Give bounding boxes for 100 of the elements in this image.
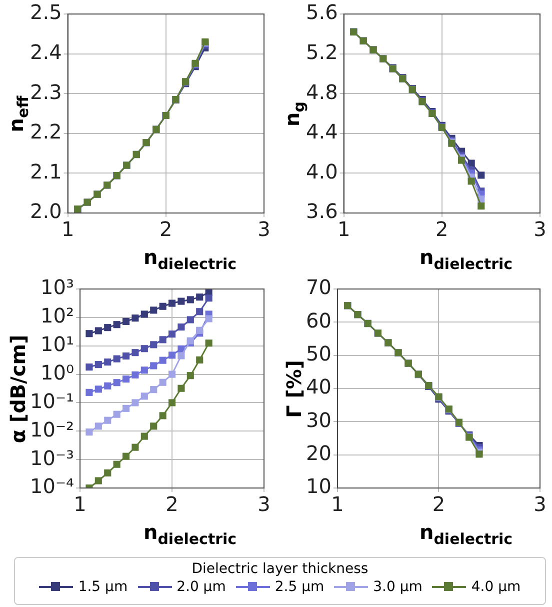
point: [122, 404, 130, 412]
point: [140, 310, 148, 318]
y-axis-title: α [dB/cm]: [6, 334, 30, 444]
point: [186, 337, 194, 344]
legend-label: 1.5 μm: [78, 579, 128, 595]
y-tick-label: 4.4: [306, 120, 338, 144]
x-axis-title: n$_{dielectric}$: [418, 245, 514, 273]
y-tick-label: 2.4: [30, 40, 62, 64]
point: [122, 352, 130, 360]
y-tick-label: 10²: [40, 304, 74, 328]
y-tick-label: 10⁻³: [30, 446, 74, 470]
point: [168, 330, 176, 338]
y-tick-label: 30: [306, 408, 332, 432]
point: [94, 327, 102, 334]
point: [113, 355, 120, 362]
point: [196, 308, 204, 316]
point: [122, 318, 130, 326]
x-tick-label: 1: [61, 217, 74, 242]
y-tick-label: 2.0: [30, 199, 62, 224]
point: [94, 422, 102, 430]
point: [196, 356, 204, 364]
point: [150, 341, 158, 348]
point: [168, 352, 176, 359]
y-tick-label: 5.2: [306, 40, 338, 64]
y-tick-label: 5.6: [306, 0, 338, 24]
point: [104, 324, 112, 332]
y-tick-label: 10³: [40, 275, 74, 300]
point: [178, 323, 185, 331]
point: [122, 452, 130, 460]
y-tick-label: 10⁰: [40, 360, 74, 384]
point: [205, 315, 212, 322]
point: [150, 386, 158, 394]
x-tick-label: 3: [258, 217, 270, 242]
point: [196, 294, 204, 301]
y-tick-label: 10⁻⁴: [30, 474, 74, 498]
point: [104, 382, 112, 390]
y-tick-label: 70: [306, 275, 332, 300]
y-tick-label: 2.3: [30, 80, 62, 104]
point: [150, 422, 158, 430]
point: [132, 371, 139, 378]
point: [104, 469, 112, 476]
point: [168, 399, 176, 406]
y-tick-label: 4.8: [306, 80, 338, 104]
point: [478, 172, 485, 179]
y-tick-label: 20: [306, 441, 332, 466]
point: [140, 392, 148, 400]
point: [104, 358, 112, 366]
y-tick-label: 60: [306, 308, 332, 332]
x-axis-title: n$_{dielectric}$: [142, 520, 238, 548]
x-axis-title: n$_{dielectric}$: [418, 520, 514, 548]
point: [196, 326, 204, 334]
x-tick-label: 3: [534, 492, 546, 516]
y-tick-label: 10⁻²: [30, 417, 74, 442]
y-tick-label: 3.6: [306, 199, 338, 224]
legend-title: Dielectric layer thickness: [190, 561, 370, 577]
point: [159, 412, 166, 420]
point: [178, 384, 185, 392]
legend-label: 3.0 μm: [373, 579, 422, 595]
x-tick-label: 3: [534, 217, 546, 242]
point: [186, 372, 194, 380]
point: [150, 306, 158, 314]
point: [168, 300, 176, 307]
x-tick-label: 1: [337, 217, 350, 242]
point: [468, 160, 475, 167]
point: [94, 361, 102, 368]
point: [159, 378, 166, 386]
point: [205, 340, 212, 347]
point: [132, 444, 139, 451]
y-tick-label: 10: [306, 474, 332, 498]
x-tick-label: 1: [74, 492, 86, 516]
x-axis-title: n$_{dielectric}$: [142, 245, 238, 273]
point: [168, 370, 176, 378]
point: [86, 363, 93, 371]
legend-label: 4.0 μm: [471, 579, 521, 595]
point: [140, 366, 148, 374]
y-tick-label: 2.1: [30, 159, 62, 184]
x-tick-label: 2: [166, 492, 178, 516]
point: [132, 399, 139, 406]
point: [113, 460, 120, 468]
point: [150, 362, 158, 370]
point: [159, 356, 166, 364]
point: [478, 202, 485, 210]
y-tick-label: 2.2: [30, 120, 62, 144]
point: [159, 336, 166, 344]
point: [122, 376, 130, 383]
point: [159, 302, 166, 310]
point: [205, 294, 212, 302]
point: [178, 298, 185, 305]
y-tick-label: 2.5: [30, 0, 62, 24]
point: [178, 352, 185, 360]
x-tick-label: 1: [331, 492, 344, 516]
point: [132, 349, 139, 356]
point: [86, 330, 93, 338]
x-tick-label: 2: [436, 217, 448, 242]
y-tick-label: 40: [306, 374, 332, 399]
y-tick-label: 10⁻¹: [30, 388, 74, 413]
x-tick-label: 2: [160, 217, 172, 242]
point: [113, 410, 120, 418]
point: [113, 379, 120, 386]
legend-label: 2.5 μm: [274, 579, 324, 595]
